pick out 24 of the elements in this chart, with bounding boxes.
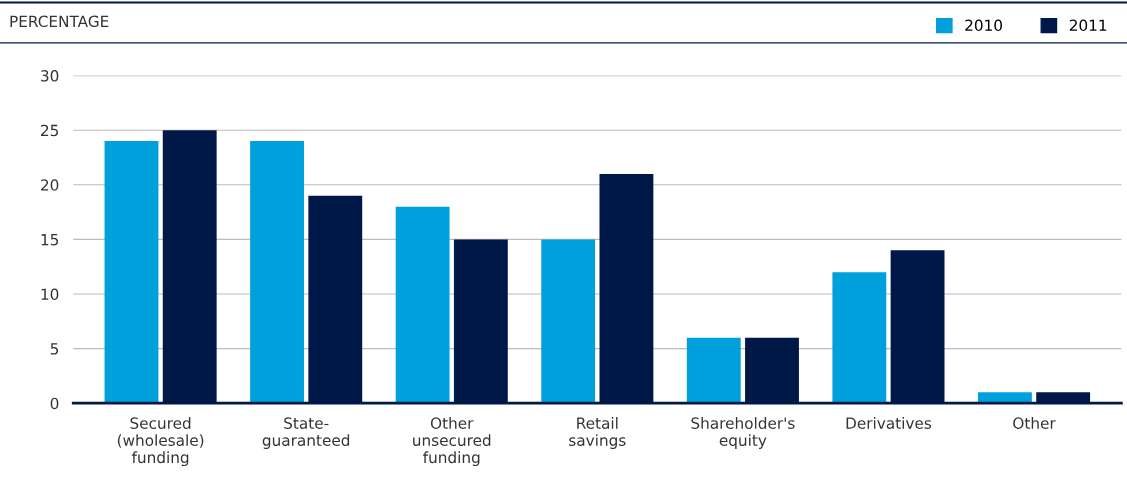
x-tick-label: Derivatives (846, 417, 932, 429)
x-tick-label: Other unsecured funding (413, 417, 491, 467)
y-tick-label: 30 (41, 70, 59, 82)
y-tick-label: 10 (41, 288, 59, 301)
bar (541, 239, 596, 404)
bar (104, 141, 159, 404)
x-tick-label: Retail savings (569, 417, 626, 449)
y-tick-label: 0 (50, 397, 59, 410)
bar (977, 392, 1032, 404)
x-tick-label: Other (1013, 417, 1056, 429)
y-tick-label: 15 (41, 234, 59, 246)
y-axis-title: PERCENTAGE (10, 15, 109, 28)
x-tick-label: Shareholder's equity (691, 417, 795, 449)
legend-label: 2011 (1069, 19, 1107, 32)
x-tick-label: State- guaranteed (262, 417, 350, 449)
legend-label: 2010 (965, 19, 1003, 32)
bar (395, 206, 450, 404)
bar (686, 337, 741, 404)
x-tick-label: Secured (wholesale) funding (117, 417, 204, 467)
bar (832, 272, 887, 404)
y-tick-label: 20 (41, 179, 59, 191)
y-tick-label: 5 (50, 343, 59, 355)
bar (250, 141, 304, 404)
y-tick-label: 25 (41, 124, 59, 137)
